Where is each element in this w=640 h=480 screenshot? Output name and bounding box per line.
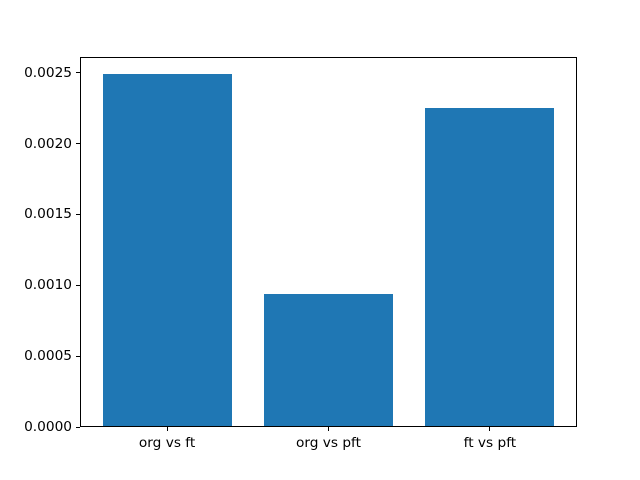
y-tick-mark (76, 355, 80, 357)
y-tick-label: 0.0020 (24, 135, 72, 152)
bar-org-vs-ft (102, 74, 232, 427)
x-tick-mark (489, 427, 491, 431)
bar-ft-vs-pft (425, 108, 555, 427)
y-tick-label: 0.0005 (24, 348, 72, 365)
y-tick-mark (76, 143, 80, 144)
y-tick-mark (76, 284, 80, 286)
bar-org-vs-pft (264, 293, 394, 427)
y-tick-mark (76, 426, 80, 428)
y-tick-label: 0.0025 (24, 64, 72, 81)
x-tick-label: org vs ft (138, 434, 196, 451)
y-tick-label: 0.0015 (24, 206, 72, 223)
x-tick-mark (166, 427, 168, 431)
y-tick-label: 0.0000 (24, 419, 72, 435)
y-tick-mark (76, 213, 80, 215)
x-tick-label: org vs pft (295, 434, 361, 451)
y-tick-label: 0.0010 (24, 277, 72, 294)
x-tick-mark (328, 427, 329, 431)
y-tick-mark (76, 72, 80, 74)
x-tick-label: ft vs pft (463, 434, 517, 451)
